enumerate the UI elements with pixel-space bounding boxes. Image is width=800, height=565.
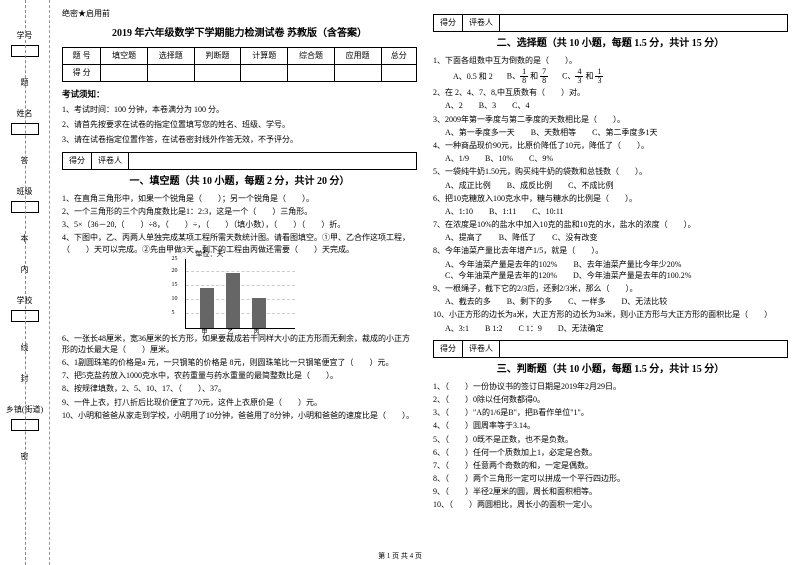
section-3-title: 三、判断题（共 10 小题，每题 1.5 分，共计 15 分） — [433, 362, 788, 377]
question: 7、（ ）任意两个奇数的和，一定是偶数。 — [433, 460, 788, 471]
bar — [252, 298, 266, 328]
bar — [200, 288, 214, 328]
question: 6、一张长48厘米，宽36厘米的长方形，如果要裁成若干同样大小的正方形而无剩余，… — [62, 333, 417, 355]
question-options: A、截去的多 B、剩下的多 C、一样多 D、无法比较 — [433, 296, 788, 307]
seal-mark: 绝密★启用前 — [62, 8, 417, 20]
question: 5、（ ）0既不是正数，也不是负数。 — [433, 434, 788, 445]
question: 2、（ ）0除以任何数都得0。 — [433, 394, 788, 405]
question: 10、小正方形的边长为a米，大正方形的边长为3a米，则小正方形与大正方形的面积比… — [433, 309, 788, 320]
bar — [226, 273, 240, 328]
question: 9、一件上衣，打八折后比现价便宜了70元，这件上衣原价是（ ）元。 — [62, 397, 417, 408]
notice-item: 2、请首先按要求在试卷的指定位置填写您的姓名、班级、学号。 — [62, 119, 417, 131]
question-options: A、1:10 B、1:11 C、10:11 — [433, 206, 788, 217]
question: 8、按规律填数，2、5、10、17、（ ）、37。 — [62, 383, 417, 394]
notice-title: 考试须知： — [62, 88, 417, 101]
page-footer: 第 1 页 共 4 页 — [378, 551, 422, 561]
question: 1、下面各组数中互为倒数的是（ ）。 — [433, 55, 788, 66]
question: 2、一个三角形的三个内角度数比是1：2:3，这是一个（ ）三角形。 — [62, 206, 417, 217]
right-column: 得分评卷人 二、选择题（共 10 小题，每题 1.5 分，共计 15 分） 1、… — [433, 8, 788, 557]
question-options: A、2 B、3 C、4 — [433, 100, 788, 111]
y-label: 10 — [172, 295, 178, 304]
binding-margin: 学号 题 姓名 答 班级 本 内 学校 线 封 乡镇(街道) 密 — [0, 0, 50, 565]
score-table: 题 号填空题选择题判断题计算题综合题应用题总分 得 分 — [62, 47, 417, 82]
question: 7、把5克盐药放入1000克水中，农药重量与药水重量的最简整数比是（ ）。 — [62, 370, 417, 381]
question: 6、（ ）任何一个质数加上1，必定是合数。 — [433, 447, 788, 458]
section-score-bar: 得分评卷人 — [433, 340, 788, 358]
question: 8、（ ）两个三角形一定可以拼成一个平行四边形。 — [433, 473, 788, 484]
question: 2、在 2、4、7、8,中互质数有（ ）对。 — [433, 87, 788, 98]
question: 4、一种商品现价90元，比原价降低了10元，降低了（ ）。 — [433, 140, 788, 151]
bar-chart: 单位：天 5 10 15 20 25 甲 乙 丙 — [185, 259, 295, 329]
section-score-bar: 得分评卷人 — [62, 152, 417, 170]
question: 10、（ ）两圆相比，周长小的面积一定小。 — [433, 499, 788, 510]
left-column: 绝密★启用前 2019 年六年级数学下学期能力检测试卷 苏教版（含答案） 题 号… — [62, 8, 417, 557]
section-2-title: 二、选择题（共 10 小题，每题 1.5 分，共计 15 分） — [433, 36, 788, 51]
question: 6、把10克糖放入100克水中，糖与糖水的比例是（ ）。 — [433, 193, 788, 204]
question: 6、1副圆珠笔的价格是a 元，一只钢笔的价格是 8元，则圆珠笔比一只钢笔便宜了（… — [62, 357, 417, 368]
question-options: A、提高了 B、降低了 C、没有改变 — [433, 232, 788, 243]
table-row: 题 号填空题选择题判断题计算题综合题应用题总分 — [63, 48, 417, 65]
question: 4、下图中，乙、丙两人单独完成某项工程所需天数统计图。请看图填空。①甲、乙合作这… — [62, 232, 417, 254]
question: 9、一根绳子，截下它的2/3后，还剩2/3米，那么（ ）。 — [433, 283, 788, 294]
question: 10、小明和爸爸从家走到学校，小明用了10分钟，爸爸用了8分钟，小明和爸爸的速度… — [62, 410, 417, 421]
question-options: A、成正比例 B、成反比例 C、不成比例 — [433, 180, 788, 191]
y-label: 5 — [172, 309, 175, 318]
exam-title: 2019 年六年级数学下学期能力检测试卷 苏教版（含答案） — [62, 26, 417, 41]
question-options: A、3:1 B 1:2 C 1：9 D、无法确定 — [433, 323, 788, 334]
question: 3、5×（36－20,（ ）÷8，（ ）÷，（ ）（填小数），（ ）（ ）折。 — [62, 219, 417, 230]
question-options: A、1/9 B、10% C、9% — [433, 153, 788, 164]
question: 1、在直角三角形中，如果一个锐角是（ ）；另一个锐角是（ ）。 — [62, 193, 417, 204]
question: 8、今年油菜产量比去年增产1/5，就是（ ）。 — [433, 245, 788, 256]
question-options: A、今年油菜产量是去年的102% B、去年油菜产量比今年少20% C、今年油菜产… — [433, 259, 788, 281]
content-area: 绝密★启用前 2019 年六年级数学下学期能力检测试卷 苏教版（含答案） 题 号… — [50, 0, 800, 565]
x-label: 甲 — [202, 329, 208, 338]
x-label: 乙 — [228, 329, 234, 338]
y-label: 20 — [172, 267, 178, 276]
question: 9、（ ）半径2厘米的圆，周长和面积相等。 — [433, 486, 788, 497]
exam-page: 学号 题 姓名 答 班级 本 内 学校 线 封 乡镇(街道) 密 绝密★启用前 … — [0, 0, 800, 565]
question: 4、（ ）圆周率等于3.14。 — [433, 420, 788, 431]
option-c: C、43 和 13 — [562, 68, 603, 85]
notice-item: 3、请在试卷指定位置作答，在试卷密封线外作答无效，不予评分。 — [62, 134, 417, 146]
question-options: A、0.5 和 2 B、18 和 78 C、43 和 13 — [433, 68, 788, 85]
question: 3、2009年第一季度与第二季度的天数相比是（ ）。 — [433, 114, 788, 125]
x-label: 丙 — [254, 329, 260, 338]
section-1-title: 一、填空题（共 10 小题，每题 2 分，共计 20 分） — [62, 174, 417, 189]
table-row: 得 分 — [63, 65, 417, 82]
question: 1、（ ）一份协议书的签订日期是2019年2月29日。 — [433, 381, 788, 392]
question-options: A、第一季度多一天 B、天数相等 C、第二季度多1天 — [433, 127, 788, 138]
dash-line — [25, 0, 26, 565]
option-a: A、0.5 和 2 — [453, 71, 493, 82]
option-b: B、18 和 78 — [507, 68, 548, 85]
question: 5、一袋纯牛奶1.50元，购买纯牛奶的袋数和总钱数（ ）。 — [433, 166, 788, 177]
y-label: 25 — [172, 255, 178, 264]
question: 3、（ ）"A的1/6是B"，把B看作单位"1"。 — [433, 407, 788, 418]
section-score-bar: 得分评卷人 — [433, 14, 788, 32]
chart-title: 单位：天 — [196, 249, 224, 260]
y-label: 15 — [172, 281, 178, 290]
question: 7、在浓度是10%的盐水中加入10克的盐和10克的水，盐水的浓度（ ）。 — [433, 219, 788, 230]
notice-item: 1、考试时间：100 分钟，本卷满分为 100 分。 — [62, 104, 417, 116]
